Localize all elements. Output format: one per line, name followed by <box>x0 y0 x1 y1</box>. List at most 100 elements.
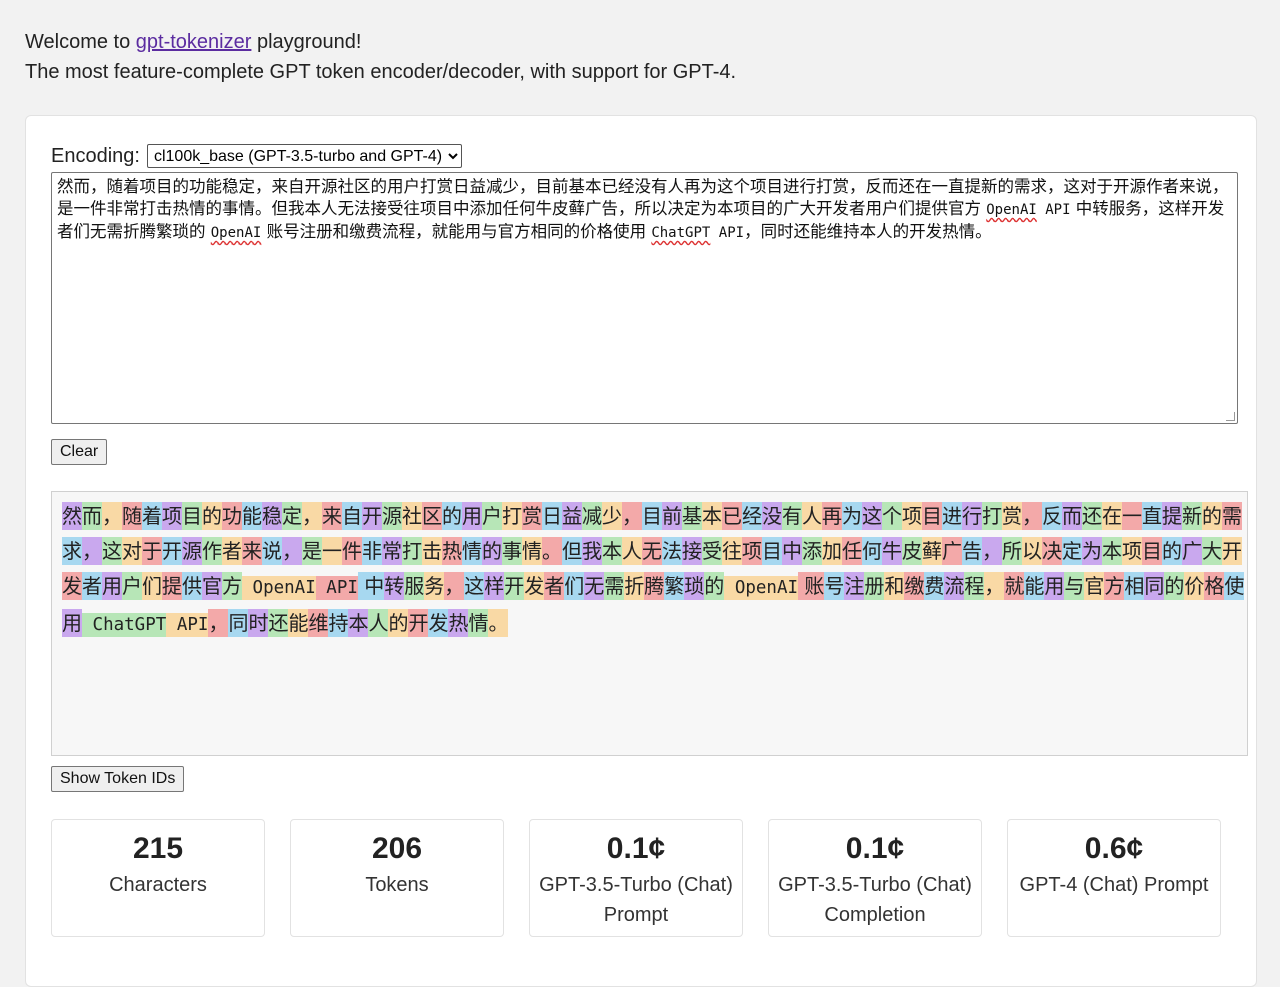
token-chip: 方 <box>222 572 242 600</box>
token-chip: 源 <box>182 537 202 565</box>
token-chip: 有 <box>782 502 802 530</box>
token-chip: 进 <box>942 502 962 530</box>
stat-value: 0.1¢ <box>606 832 666 865</box>
welcome-prefix: Welcome to <box>25 31 136 53</box>
clear-button[interactable]: Clear <box>51 439 108 465</box>
token-chip: 告 <box>962 537 982 565</box>
token-chip: 广 <box>942 537 962 565</box>
token-chip: 日 <box>542 502 562 530</box>
token-chip: 琐 <box>684 572 705 600</box>
token-chip: 打 <box>402 537 422 565</box>
show-token-ids-button[interactable]: Show Token IDs <box>51 766 185 792</box>
token-chip: 基 <box>682 502 702 530</box>
token-chip: 情 <box>468 609 489 637</box>
token-chip: 但 <box>562 537 582 565</box>
input-text-segment: API <box>1036 202 1071 218</box>
token-chip: 藓 <box>922 537 942 565</box>
input-text-segment: OpenAI <box>986 202 1037 218</box>
token-chip: 打 <box>982 502 1002 530</box>
stat-label: GPT-3.5-Turbo (Chat) Completion <box>778 874 972 926</box>
token-chip: 本 <box>348 609 369 637</box>
token-chip: 这 <box>862 502 882 530</box>
token-chip: 稳 <box>262 502 282 530</box>
stat-gpt4-prompt: 0.6¢ GPT-4 (Chat) Prompt <box>1007 819 1221 937</box>
token-chip: ， <box>302 502 322 530</box>
token-chip: 能 <box>288 609 309 637</box>
token-chip: 程 <box>964 572 985 600</box>
token-chip: 已 <box>722 502 742 530</box>
playground-card: Encoding: cl100k_base (GPT-3.5-turbo and… <box>25 115 1257 987</box>
token-chip: 添 <box>802 537 822 565</box>
stats-row: 215 Characters 206 Tokens 0.1¢ GPT-3.5-T… <box>51 819 1221 937</box>
token-chip: 持 <box>328 609 349 637</box>
token-chip: 费 <box>924 572 945 600</box>
token-chip: 中 <box>357 572 385 600</box>
token-chip: 转 <box>384 572 405 600</box>
token-chip: 所 <box>1002 537 1022 565</box>
token-chip: 情 <box>462 537 482 565</box>
token-chip: 没 <box>762 502 782 530</box>
token-chip: 区 <box>422 502 442 530</box>
token-chip: 无 <box>584 572 605 600</box>
token-chip: 用 <box>1044 572 1065 600</box>
input-text-segment: 账号注册和缴费流程，就能用与官方相同的价格使用 <box>261 222 652 241</box>
token-chip: 少 <box>602 502 622 530</box>
token-chip: 目 <box>642 502 662 530</box>
token-chip: 行 <box>962 502 982 530</box>
gpt-tokenizer-link[interactable]: gpt-tokenizer <box>135 31 252 53</box>
stat-label: Tokens <box>365 874 429 896</box>
stat-gpt35-completion: 0.1¢ GPT-3.5-Turbo (Chat) Completion <box>768 819 982 937</box>
token-chip: 维 <box>308 609 329 637</box>
token-chip: 热 <box>442 537 462 565</box>
input-text-segment: ChatGPT <box>651 225 711 241</box>
stat-value: 215 <box>132 832 184 865</box>
token-chip: 随 <box>122 502 142 530</box>
token-chip: 而 <box>82 502 102 530</box>
token-chip: 以 <box>1022 537 1042 565</box>
input-text-segment: API <box>710 225 745 241</box>
token-chip: 人 <box>802 502 822 530</box>
token-chip: ， <box>444 572 465 600</box>
token-chip: 能 <box>242 502 262 530</box>
token-chip: 时 <box>248 609 269 637</box>
token-chip: 开 <box>162 537 182 565</box>
resize-handle[interactable] <box>1226 412 1235 421</box>
stat-value: 0.6¢ <box>1084 832 1144 865</box>
token-chip: 人 <box>368 609 389 637</box>
token-chip: 法 <box>662 537 682 565</box>
token-chip: 缴 <box>904 572 925 600</box>
token-chip: 就 <box>1004 572 1025 600</box>
token-chip: 流 <box>944 572 965 600</box>
token-chip: 于 <box>142 537 162 565</box>
token-chip: 为 <box>1082 537 1102 565</box>
token-chip: 项 <box>162 502 182 530</box>
welcome-line: Welcome to gpt-tokenizer playground! <box>25 27 736 57</box>
token-chip: 功 <box>222 502 242 530</box>
input-text-segment: 中转服务，这样开发者们无需折腾繁琐的 <box>57 199 1225 241</box>
token-chip: 赏 <box>522 502 542 530</box>
token-chip: 事 <box>502 537 522 565</box>
token-chip: 需 <box>604 572 625 600</box>
token-chip: 的 <box>704 572 725 600</box>
token-chip: 皮 <box>902 537 922 565</box>
token-chip: 目 <box>182 502 202 530</box>
token-chip: 开 <box>362 502 382 530</box>
token-chip: ChatGPT <box>82 613 167 637</box>
token-chip: 说 <box>262 537 282 565</box>
encoding-select[interactable]: cl100k_base (GPT-3.5-turbo and GPT-4) <box>146 144 462 168</box>
token-chip: OpenAI <box>724 576 799 600</box>
token-chip: 注 <box>844 572 865 600</box>
token-chip: 项 <box>742 537 762 565</box>
token-chip: API <box>166 613 209 637</box>
token-chip: ， <box>984 572 1005 600</box>
token-chip: 的 <box>482 537 502 565</box>
stat-label: Characters <box>109 874 207 896</box>
token-chip: 广 <box>1182 537 1202 565</box>
token-chip: 务 <box>424 572 445 600</box>
token-chip: 的 <box>388 609 409 637</box>
token-chip: 这 <box>102 537 122 565</box>
token-chip: 户 <box>122 572 142 600</box>
text-input-area[interactable]: 然而，随着项目的功能稳定，来自开源社区的用户打赏日益减少，目前基本已经没有人再为… <box>51 172 1238 424</box>
token-chip: 者 <box>222 537 242 565</box>
token-chip: 和 <box>884 572 905 600</box>
